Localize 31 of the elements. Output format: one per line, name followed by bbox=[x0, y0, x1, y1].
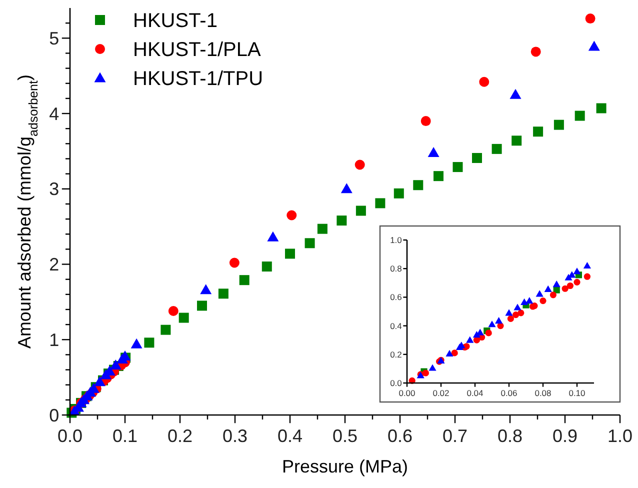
y-tick-label: 3 bbox=[49, 179, 60, 200]
y-tick-label: 1 bbox=[49, 330, 60, 350]
x-tick-label: 0.00 bbox=[398, 388, 416, 398]
y-tick-label: 2 bbox=[49, 254, 60, 275]
x-tick-label: 1.0 bbox=[607, 426, 633, 446]
x-tick-label: 0.8 bbox=[497, 426, 523, 446]
x-axis-title: Pressure (MPa) bbox=[282, 456, 408, 477]
x-tick-label: 0.04 bbox=[466, 388, 484, 398]
x-tick-label: 0.2 bbox=[167, 426, 193, 446]
y-tick-label: 0 bbox=[49, 405, 60, 426]
legend-label: HKUST-1/PLA bbox=[133, 39, 262, 61]
y-tick-label: 0.8 bbox=[390, 264, 402, 274]
legend-label: HKUST-1 bbox=[133, 10, 218, 32]
x-tick-label: 0.10 bbox=[568, 388, 586, 398]
y-tick-label: 5 bbox=[49, 28, 60, 48]
x-tick-label: 0.02 bbox=[432, 388, 450, 398]
x-tick-label: 0.06 bbox=[500, 388, 518, 398]
x-tick-label: 0.4 bbox=[277, 426, 303, 446]
y-tick-label: 4 bbox=[49, 104, 60, 124]
y-tick-label: 0.0 bbox=[390, 378, 402, 388]
x-tick-label: 0.5 bbox=[332, 426, 358, 446]
y-tick-label: 1.0 bbox=[390, 234, 402, 245]
x-tick-label: 0.08 bbox=[534, 388, 552, 398]
x-tick-label: 0.3 bbox=[222, 426, 248, 446]
y-tick-label: 0.4 bbox=[390, 320, 402, 331]
y-tick-label: 0.6 bbox=[390, 292, 402, 302]
x-tick-label: 0.7 bbox=[442, 426, 468, 446]
legend-label: HKUST-1/TPU bbox=[133, 68, 264, 90]
x-tick-label: 0.1 bbox=[112, 426, 138, 446]
x-tick-label: 0.9 bbox=[552, 426, 578, 446]
y-tick-label: 0.2 bbox=[390, 349, 402, 360]
